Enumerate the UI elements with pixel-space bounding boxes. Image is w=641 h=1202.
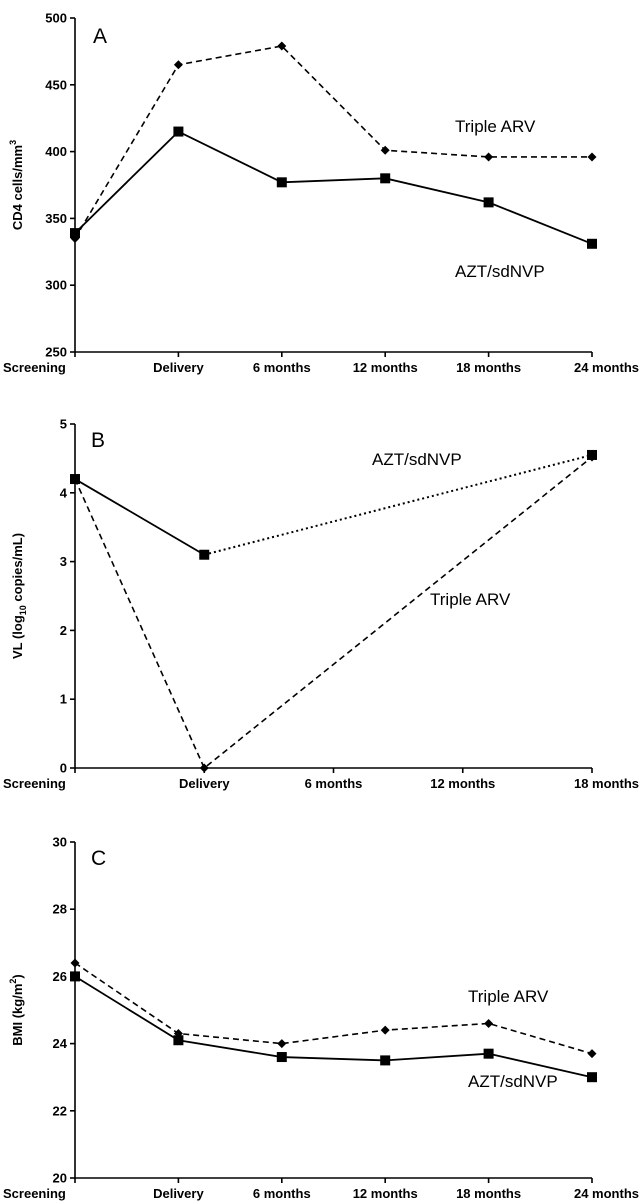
series-line bbox=[74, 45, 592, 239]
y-tick-label: 4 bbox=[60, 485, 68, 500]
y-tick-label: 250 bbox=[45, 345, 67, 360]
x-tick-label: 6 months bbox=[305, 776, 363, 791]
x-tick-label: 12 months bbox=[353, 360, 418, 375]
y-tick-label: 0 bbox=[60, 761, 67, 776]
data-point bbox=[276, 1052, 287, 1063]
x-tick-label: 18 months bbox=[574, 776, 639, 791]
panel-label: C bbox=[91, 847, 106, 870]
data-point bbox=[70, 958, 80, 968]
y-tick-label: 22 bbox=[53, 1103, 67, 1118]
y-tick-label: 400 bbox=[45, 144, 67, 159]
series-label: Triple ARV bbox=[455, 117, 536, 136]
y-tick-label: 1 bbox=[60, 692, 67, 707]
data-point bbox=[380, 1025, 390, 1035]
x-tick-label: Delivery bbox=[153, 1186, 204, 1201]
series-line bbox=[74, 962, 593, 1055]
x-tick-label: Screening bbox=[3, 776, 66, 791]
series-label: AZT/sdNVP bbox=[455, 262, 545, 281]
series-triple-arv: Triple ARV bbox=[70, 41, 597, 243]
data-point bbox=[277, 41, 287, 51]
data-point bbox=[587, 1049, 597, 1059]
data-point bbox=[70, 474, 80, 484]
series-label: Triple ARV bbox=[468, 987, 549, 1006]
chart-panel-c: 20 22 24 26 28 30 Screening Delivery 6 months 12 … bbox=[3, 835, 639, 1202]
data-point bbox=[587, 1072, 597, 1083]
data-point bbox=[277, 1039, 287, 1049]
y-tick-label: 30 bbox=[53, 835, 67, 850]
y-tick-label: 26 bbox=[53, 969, 67, 984]
y-tick-label: 28 bbox=[53, 902, 67, 917]
y-tick-label: 3 bbox=[60, 554, 67, 569]
x-tick-label: 18 months bbox=[456, 1186, 521, 1201]
x-tick-label: 12 months bbox=[353, 1186, 418, 1201]
series-triple-arv: Triple ARV bbox=[70, 958, 597, 1059]
series-line bbox=[74, 478, 205, 556]
y-tick-label: 450 bbox=[45, 77, 67, 92]
series-azt-sdnvp: AZT/sdNVP bbox=[70, 126, 597, 281]
y-tick-label: 500 bbox=[45, 11, 67, 26]
y-tick-label: 20 bbox=[53, 1171, 67, 1186]
series-line bbox=[204, 453, 593, 556]
data-point bbox=[587, 238, 597, 249]
series-line bbox=[74, 456, 593, 770]
series-triple-arv: Triple ARV bbox=[70, 452, 597, 773]
data-point bbox=[587, 452, 597, 462]
y-tick-label: 24 bbox=[53, 1036, 68, 1051]
data-point bbox=[587, 152, 597, 162]
data-point bbox=[173, 126, 184, 137]
x-tick-label: 6 months bbox=[253, 360, 311, 375]
x-tick-label: Delivery bbox=[179, 776, 230, 791]
x-tick-label: Screening bbox=[3, 1186, 66, 1201]
x-tick-label: 12 months bbox=[430, 776, 495, 791]
data-point bbox=[276, 177, 287, 188]
data-point bbox=[173, 1035, 184, 1046]
x-tick-label: 24 months bbox=[574, 360, 639, 375]
x-tick-label: 24 months bbox=[574, 1186, 639, 1201]
data-point bbox=[173, 60, 183, 70]
series-line bbox=[74, 975, 593, 1079]
data-point bbox=[380, 145, 390, 155]
data-point bbox=[70, 228, 80, 239]
x-tick-label: Delivery bbox=[153, 360, 204, 375]
data-point bbox=[483, 197, 494, 208]
panel-label: B bbox=[91, 429, 105, 452]
series-azt-sdnvp: AZT/sdNVP bbox=[70, 449, 597, 560]
series-label: AZT/sdNVP bbox=[372, 450, 462, 469]
data-point bbox=[380, 173, 391, 184]
y-tick-label: 350 bbox=[45, 211, 67, 226]
series-line bbox=[74, 130, 593, 245]
series-azt-sdnvp: AZT/sdNVP bbox=[70, 971, 597, 1091]
data-point bbox=[380, 1055, 391, 1066]
data-point bbox=[484, 152, 494, 162]
y-tick-label: 300 bbox=[45, 278, 67, 293]
chart-panel-b: 0 1 2 3 4 5 Screening Delivery 6 months 12 months… bbox=[3, 417, 639, 792]
data-point bbox=[484, 1018, 494, 1028]
series-label: AZT/sdNVP bbox=[468, 1072, 558, 1091]
panel-label: A bbox=[93, 25, 107, 48]
x-tick-label: 6 months bbox=[253, 1186, 311, 1201]
data-point bbox=[70, 971, 80, 982]
y-axis-title: CD4 cells/mm3 bbox=[8, 140, 25, 230]
series-label: Triple ARV bbox=[430, 590, 511, 609]
data-point bbox=[483, 1048, 494, 1059]
x-tick-label: Screening bbox=[3, 360, 66, 375]
y-tick-label: 5 bbox=[60, 417, 67, 432]
y-axis-title: VL (log10 copies/mL) bbox=[10, 533, 28, 659]
x-tick-label: 18 months bbox=[456, 360, 521, 375]
y-axis-title: BMI (kg/m2) bbox=[8, 974, 25, 1045]
data-point bbox=[199, 763, 209, 773]
chart-panel-a: 250 300 350 400 450 500 Screening Delivery 6 mon… bbox=[3, 11, 639, 376]
y-tick-label: 2 bbox=[60, 623, 67, 638]
data-point bbox=[199, 549, 210, 560]
